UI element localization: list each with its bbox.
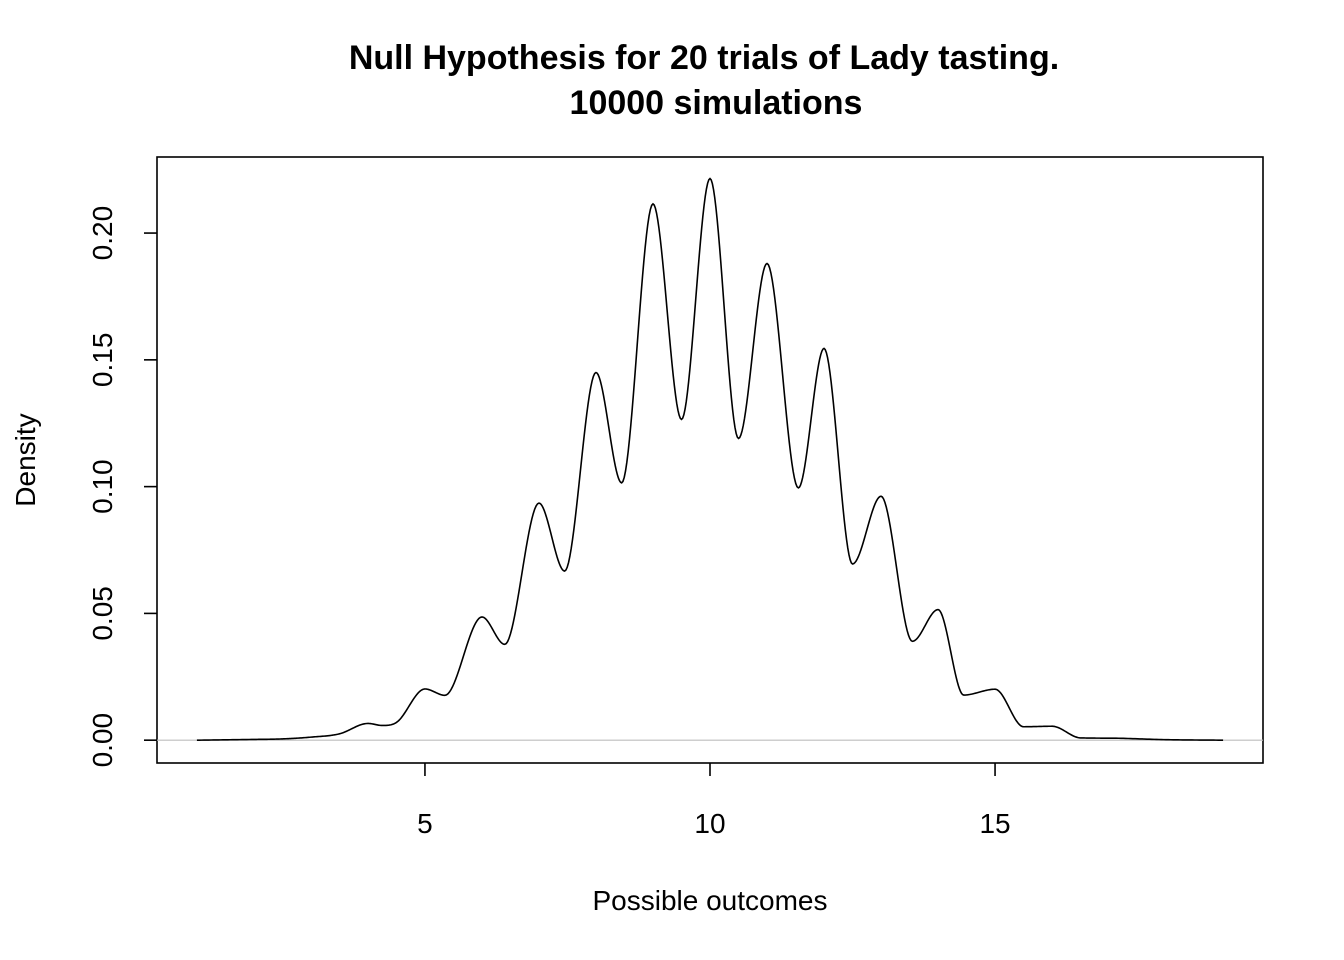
- x-tick-label: 15: [979, 808, 1010, 839]
- y-axis-label: Density: [10, 413, 41, 506]
- y-tick-label: 0.00: [87, 713, 118, 768]
- y-tick-label: 0.15: [87, 333, 118, 388]
- x-axis: 5 10 15: [417, 763, 1011, 839]
- y-tick-label: 0.10: [87, 459, 118, 513]
- y-tick-label: 0.05: [87, 586, 118, 641]
- plot-frame: [156, 156, 1264, 764]
- y-axis: 0.00 0.05 0.10 0.15 0.20: [87, 206, 157, 768]
- y-tick-label: 0.20: [87, 206, 118, 261]
- x-axis-label: Possible outcomes: [592, 885, 827, 916]
- density-curve: [196, 177, 1224, 741]
- x-tick-label: 10: [694, 808, 725, 839]
- chart-title-line2: 10000 simulations: [570, 84, 863, 122]
- x-tick-label: 5: [417, 808, 433, 839]
- chart-title-line1: Null Hypothesis for 20 trials of Lady ta…: [349, 39, 1059, 77]
